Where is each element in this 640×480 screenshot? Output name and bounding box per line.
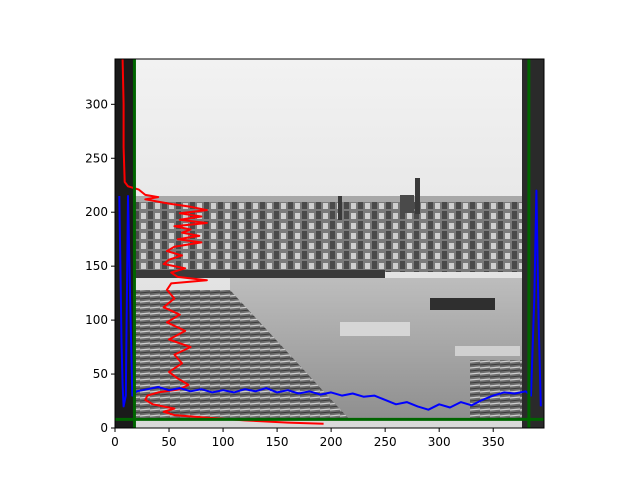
- x-tick-label: 250: [374, 435, 397, 449]
- y-tick-label: 50: [93, 367, 108, 381]
- y-tick-label: 300: [85, 97, 108, 111]
- series-layer: [115, 59, 544, 428]
- x-tick-label: 100: [212, 435, 235, 449]
- y-axis: 0 50 100 150 200 250 300: [85, 97, 115, 435]
- x-axis: 0 50 100 150 200 250 300 350: [111, 428, 505, 449]
- y-tick-label: 250: [85, 151, 108, 165]
- x-tick-label: 300: [428, 435, 451, 449]
- y-tick-label: 150: [85, 259, 108, 273]
- x-tick-label: 0: [111, 435, 119, 449]
- y-tick-label: 100: [85, 313, 108, 327]
- y-tick-label: 0: [100, 421, 108, 435]
- plot-frame: [114, 58, 545, 429]
- background-photo: [115, 59, 544, 428]
- x-tick-label: 50: [161, 435, 176, 449]
- x-tick-label: 200: [320, 435, 343, 449]
- x-tick-label: 150: [266, 435, 289, 449]
- series-0-line: [121, 59, 324, 425]
- y-tick-label: 200: [85, 205, 108, 219]
- x-tick-label: 350: [482, 435, 505, 449]
